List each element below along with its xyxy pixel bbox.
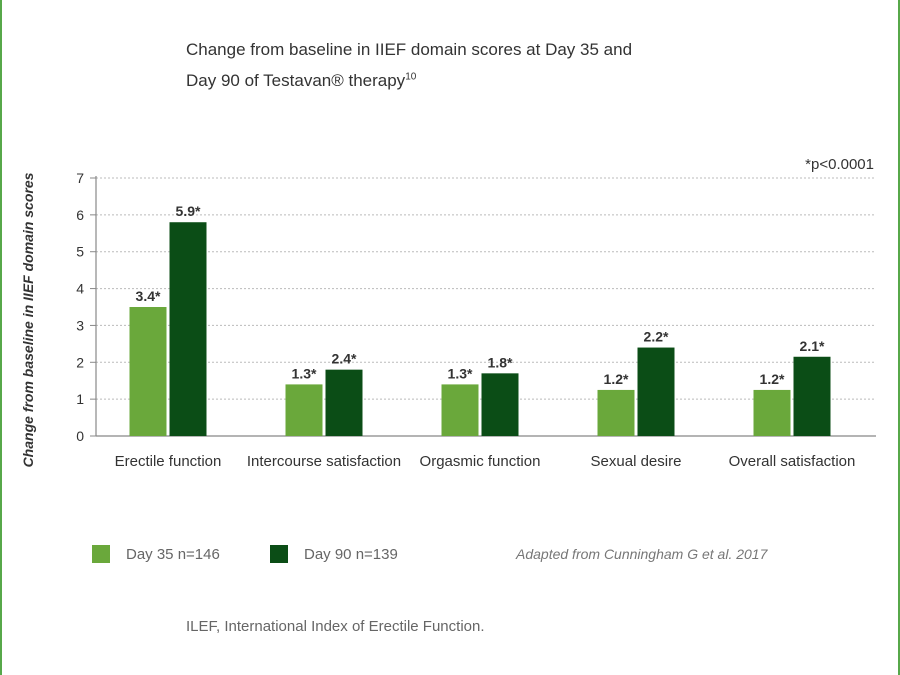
data-label: 2.4* [332, 351, 357, 367]
legend-swatch-day90 [270, 545, 288, 563]
x-category-label: Overall satisfaction [729, 453, 856, 470]
significance-note: *p<0.0001 [805, 156, 874, 173]
data-label: 3.4* [136, 288, 161, 304]
data-label: 2.2* [644, 329, 669, 345]
source-note: Adapted from Cunningham G et al. 2017 [516, 546, 768, 562]
bar-day35 [441, 384, 479, 436]
bar-day35 [285, 384, 323, 436]
legend: Day 35 n=146 Day 90 n=139 [0, 545, 900, 569]
x-category-label: Intercourse satisfaction [247, 453, 401, 470]
legend-label-day90: Day 90 n=139 [304, 545, 398, 563]
bar-day90 [169, 222, 207, 436]
y-tick-label: 7 [76, 170, 84, 186]
y-tick-label: 2 [76, 354, 84, 370]
x-category-label: Sexual desire [591, 453, 682, 470]
y-tick-label: 4 [76, 281, 84, 297]
y-tick-label: 0 [76, 428, 84, 444]
data-label: 2.1* [800, 338, 825, 354]
legend-item-day35: Day 35 n=146 [92, 545, 220, 563]
data-label: 1.3* [292, 365, 317, 381]
data-label: 1.2* [604, 371, 629, 387]
y-tick-label: 1 [76, 391, 84, 407]
legend-item-day90: Day 90 n=139 [270, 545, 398, 563]
reference-superscript: 10 [405, 71, 417, 83]
x-category-label: Erectile function [115, 453, 222, 470]
legend-swatch-day35 [92, 545, 110, 563]
bar-day90 [637, 347, 675, 436]
bar-day90 [325, 369, 363, 436]
chart-title-line-2: Day 90 of Testavan® therapy10 [186, 65, 826, 96]
data-label: 1.2* [760, 371, 785, 387]
data-label: 5.9* [176, 203, 201, 219]
chart-title-line-2-text: Day 90 of Testavan® therapy [186, 71, 406, 90]
bar-day35 [129, 307, 167, 436]
data-label: 1.3* [448, 365, 473, 381]
bar-day90 [481, 373, 519, 436]
legend-label-day35: Day 35 n=146 [126, 545, 220, 563]
y-tick-label: 3 [76, 317, 84, 333]
chart-title-line-1: Change from baseline in IIEF domain scor… [186, 40, 633, 59]
chart-title: Change from baseline in IIEF domain scor… [186, 34, 826, 96]
y-tick-label: 5 [76, 244, 84, 260]
bar-day90 [793, 356, 831, 436]
x-category-label: Orgasmic function [420, 453, 541, 470]
footnote: ILEF, International Index of Erectile Fu… [186, 618, 485, 635]
bar-chart: 0 1 2 3 4 5 6 7 3.4* 5.9* Erectile function 1.3* 2.4… [76, 170, 876, 470]
bar-day35 [753, 389, 791, 436]
y-tick-label: 6 [76, 207, 84, 223]
data-label: 1.8* [488, 354, 513, 370]
bar-day35 [597, 389, 635, 436]
